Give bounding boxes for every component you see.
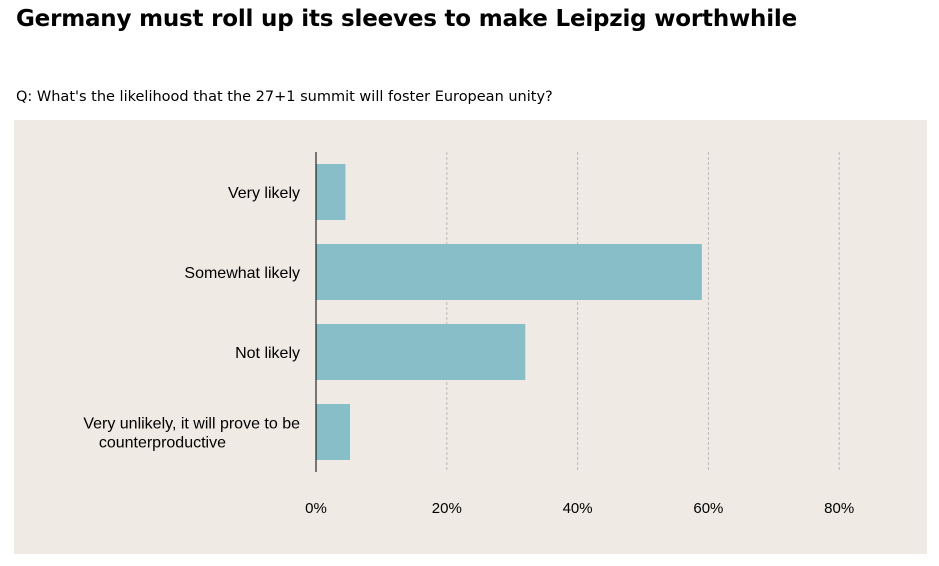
bar-2 [316,324,526,380]
category-label-0: Very likely [228,185,300,202]
bar-3 [316,404,351,460]
category-label-3: Very unlikely, it will prove to be counte… [83,416,300,452]
chart-title: Germany must roll up its sleeves to make… [16,6,797,32]
x-tick-label-1: 20% [432,500,462,517]
survey-question: Q: What's the likelihood that the 27+1 s… [16,89,553,105]
x-tick-label-4: 80% [824,500,854,517]
category-label-1: Somewhat likely [184,265,300,282]
x-tick-label-0: 0% [305,500,327,517]
bar-chart: Very likely Somewhat likely Not likely Very… [14,120,927,554]
bar-1 [316,244,702,300]
x-tick-label-2: 40% [563,500,593,517]
category-label-2: Not likely [235,345,300,362]
bar-0 [316,164,346,220]
chart-panel: Very likely Somewhat likely Not likely Very… [14,120,927,554]
x-tick-label-3: 60% [693,500,723,517]
